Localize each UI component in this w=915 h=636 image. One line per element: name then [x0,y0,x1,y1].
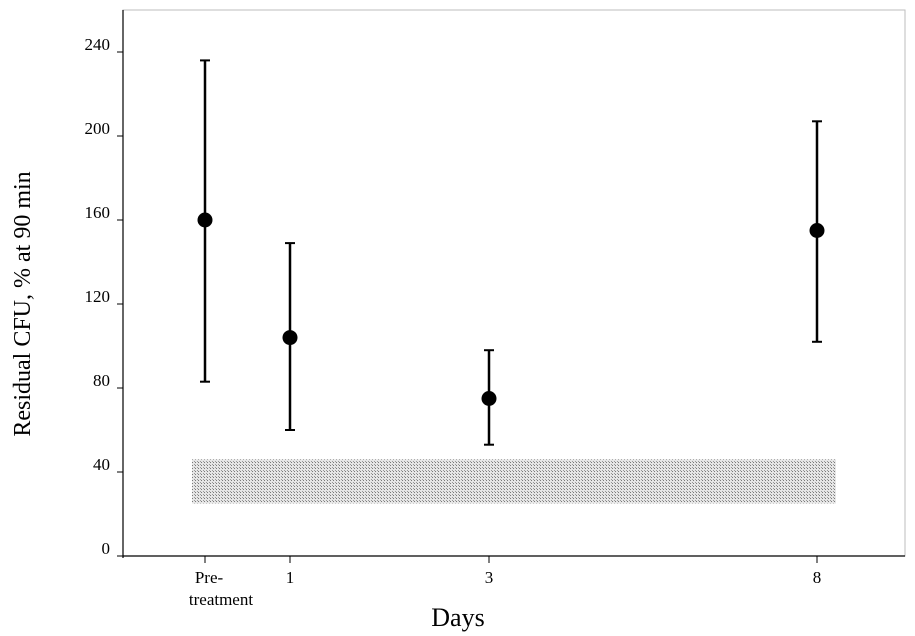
y-tick-label: 240 [85,35,111,54]
x-tick-label: 1 [286,568,295,587]
reference-band [192,459,836,504]
y-tick-label: 160 [85,203,111,222]
y-tick-label: 40 [93,455,110,474]
data-point [197,212,213,228]
y-ticks: 0 40 80 120 160 200 240 [85,35,123,558]
data-series [197,59,825,446]
y-tick-label: 0 [102,539,111,558]
x-tick-label: Pre- [195,568,224,587]
x-ticks: Pre-treatment 1 3 8 [189,556,821,609]
y-tick-label: 200 [85,119,111,138]
y-axis-title: Residual CFU, % at 90 min [10,171,36,436]
x-tick-label: 8 [813,568,822,587]
x-axis-title: Days [431,603,484,632]
y-tick-label: 120 [85,287,111,306]
data-point [282,330,298,346]
x-tick-label: 3 [485,568,494,587]
x-tick-label-line2: treatment [189,590,253,609]
data-point [809,223,825,238]
y-tick-label: 80 [93,371,110,390]
data-point [481,391,497,406]
